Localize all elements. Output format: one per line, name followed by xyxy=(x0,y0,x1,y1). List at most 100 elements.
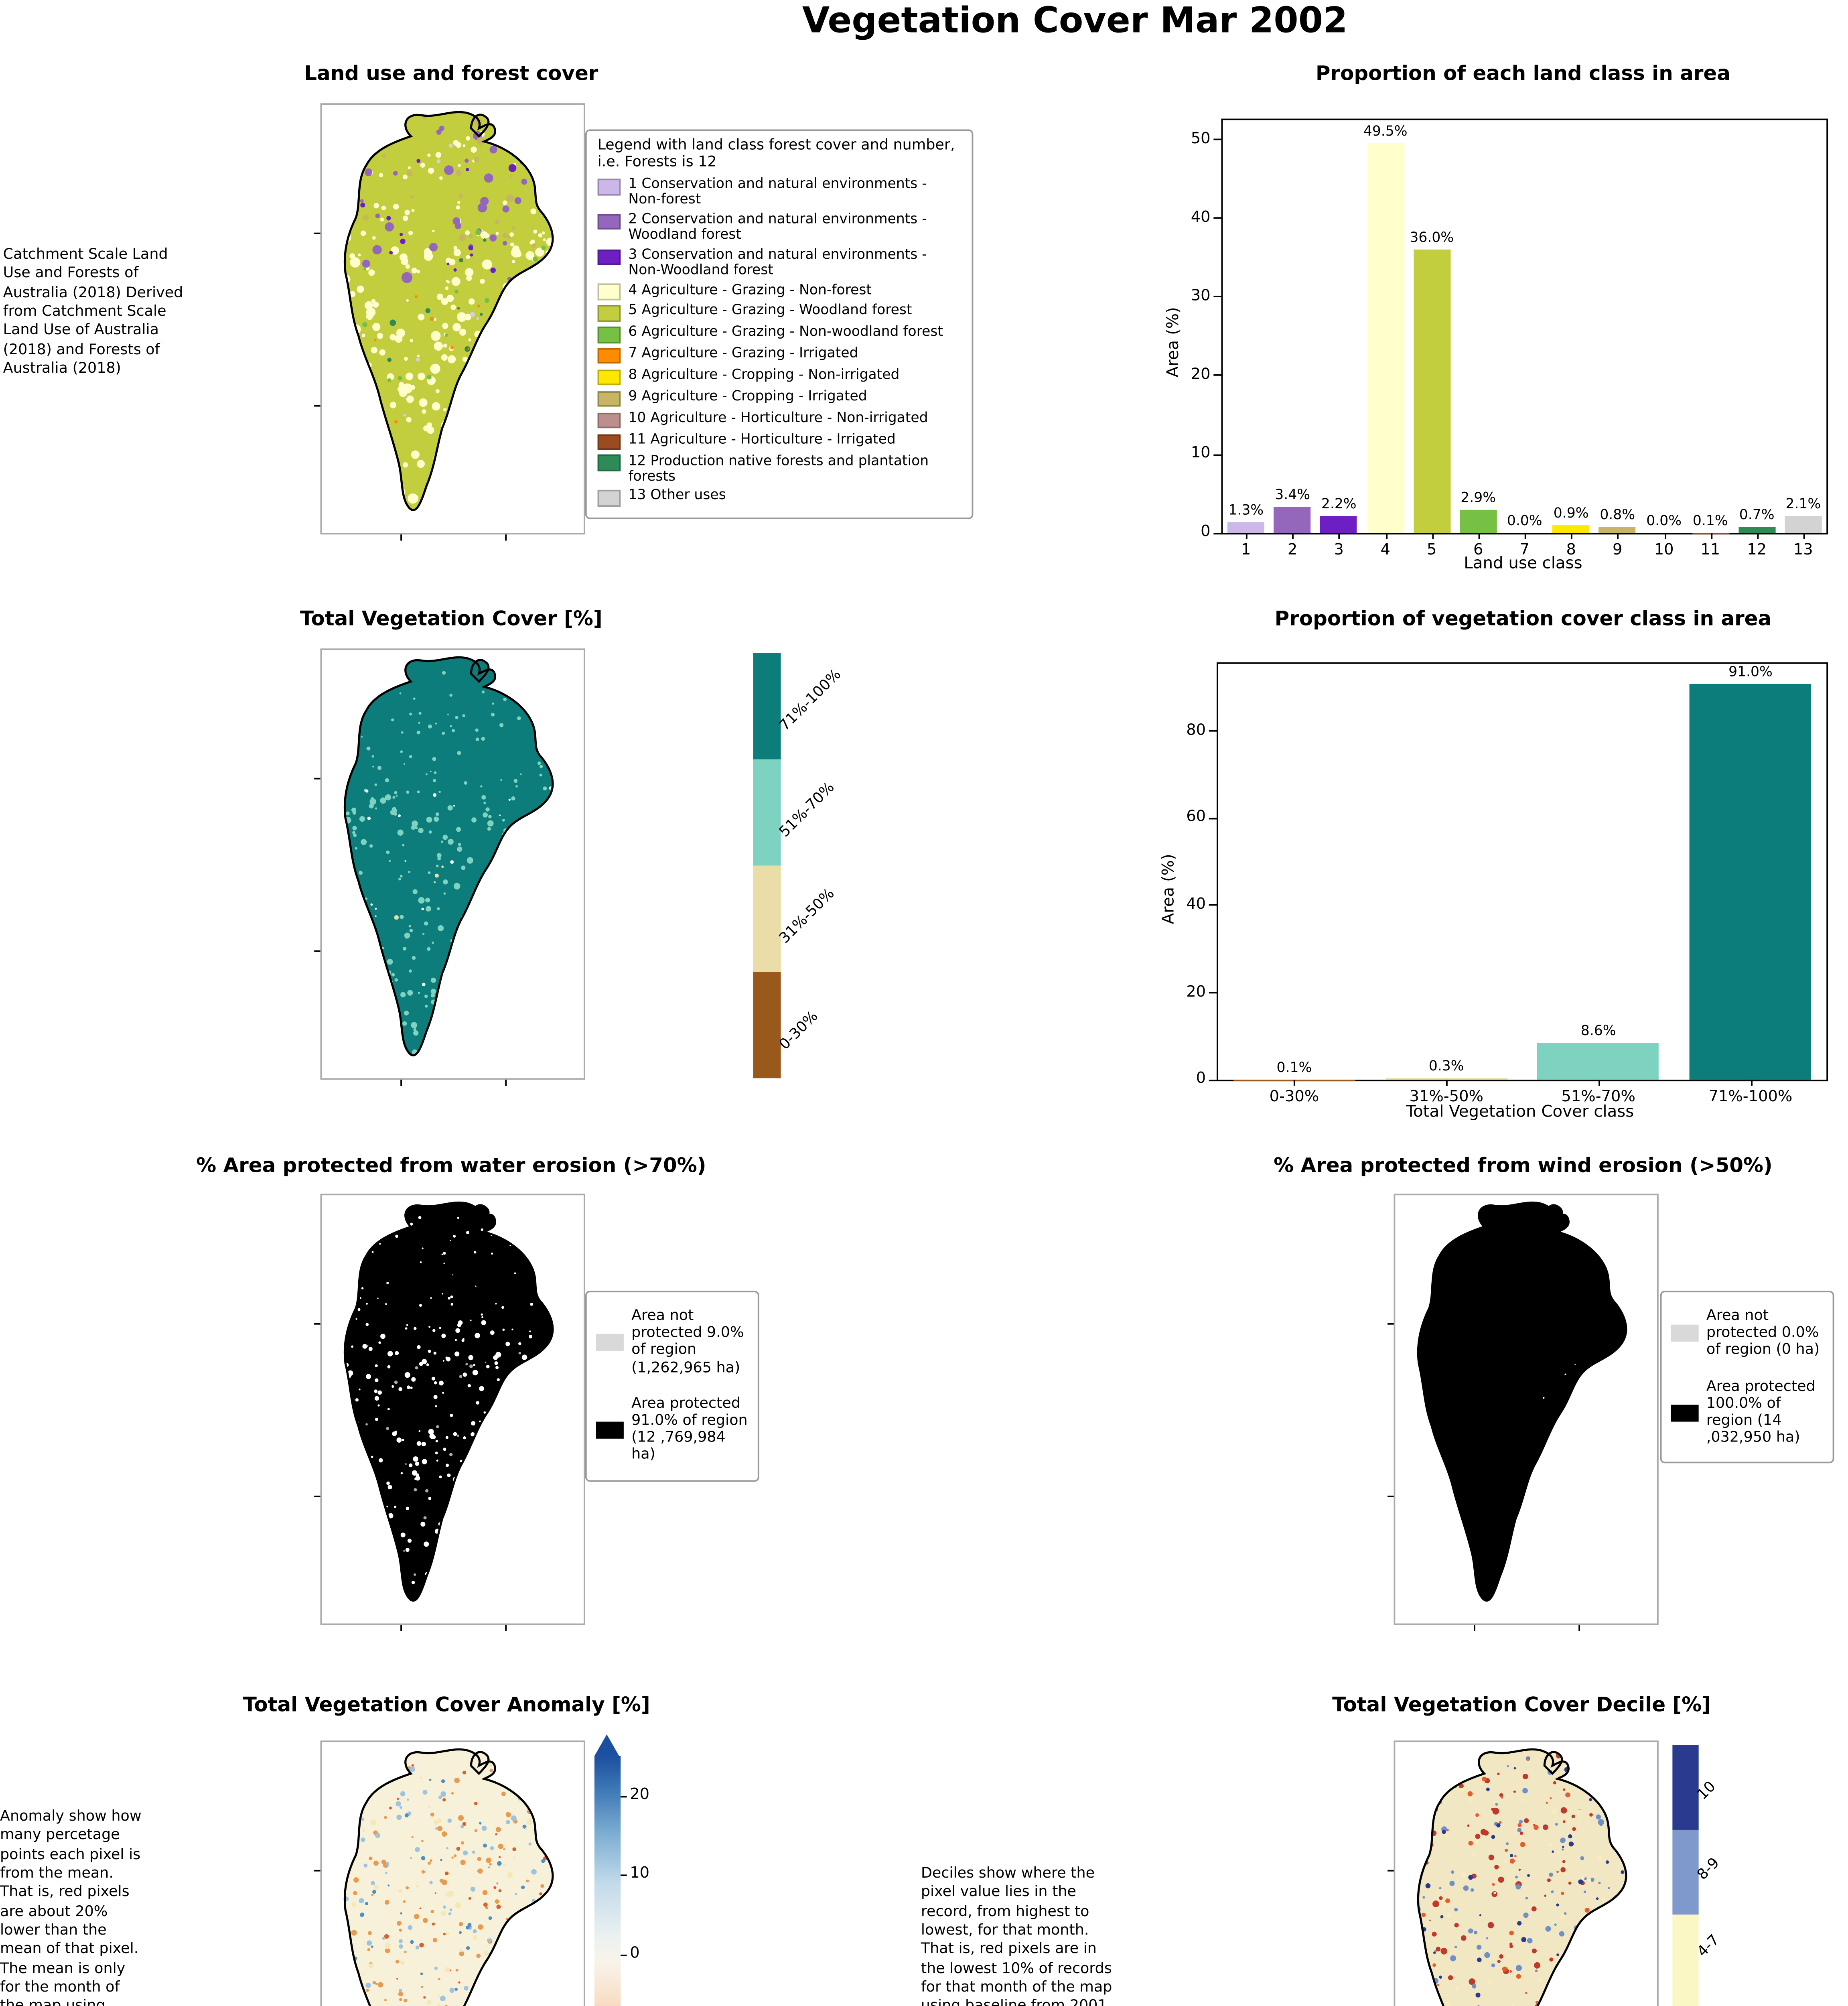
legend-label: 5 Agriculture - Grazing - Woodland fores… xyxy=(628,304,912,320)
axis-tick xyxy=(314,1324,321,1326)
x-tick xyxy=(1478,533,1480,539)
legend-swatch xyxy=(597,391,621,407)
x-tick xyxy=(1524,533,1526,539)
x-tick xyxy=(1446,1080,1448,1086)
bar xyxy=(1785,516,1822,533)
x-tick-label: 9 xyxy=(1613,542,1623,559)
bar-label: 8.6% xyxy=(1580,1023,1616,1040)
veg-cover-map-svg xyxy=(322,650,584,1078)
y-tick-label: 0 xyxy=(1196,1070,1206,1088)
x-tick xyxy=(1339,533,1341,539)
x-tick-label: 4 xyxy=(1380,542,1390,559)
legend-swatch xyxy=(597,249,621,265)
legend-item: 10 Agriculture - Horticulture - Non-irri… xyxy=(597,411,961,428)
y-tick-label: 0 xyxy=(1201,524,1211,541)
y-tick xyxy=(1213,453,1221,455)
x-tick xyxy=(1598,1080,1600,1086)
legend-label: 1 Conservation and natural environments … xyxy=(628,177,927,209)
bar xyxy=(1413,250,1450,533)
bar xyxy=(1459,510,1497,533)
x-tick xyxy=(1294,1080,1296,1086)
x-tick-label: 71%-100% xyxy=(1708,1089,1793,1106)
axis-tick xyxy=(505,1625,507,1631)
land-use-map-svg xyxy=(322,105,584,533)
colorbar-segment xyxy=(753,865,781,972)
bar-label: 91.0% xyxy=(1728,665,1773,680)
axis-tick xyxy=(314,778,321,780)
axis-tick xyxy=(314,1495,321,1497)
legend-swatch xyxy=(597,369,621,386)
bar-label: 0.7% xyxy=(1739,509,1775,524)
bar xyxy=(1320,516,1357,533)
colorbar-label: 31%-50% xyxy=(776,885,838,948)
x-tick-label: 10 xyxy=(1654,542,1674,559)
decile-title: Total Vegetation Cover Decile [%] xyxy=(1332,1694,1711,1718)
legend-swatch xyxy=(596,1421,624,1438)
legend-item: Area not protected 0.0% of region (0 ha) xyxy=(1671,1308,1824,1359)
bar-label: 2.2% xyxy=(1321,497,1357,513)
y-tick xyxy=(1209,992,1217,994)
legend-swatch xyxy=(597,179,621,195)
legend-label: Area not protected 0.0% of region (0 ha) xyxy=(1706,1308,1820,1359)
y-tick xyxy=(1209,905,1217,906)
legend-label: 2 Conservation and natural environments … xyxy=(628,212,927,244)
colorbar-segment xyxy=(753,972,781,1078)
y-tick-label: 80 xyxy=(1186,722,1206,739)
bar-label: 2.9% xyxy=(1461,491,1496,507)
legend-item: 7 Agriculture - Grazing - Irrigated xyxy=(597,347,961,364)
legend-label: 4 Agriculture - Grazing - Non-forest xyxy=(628,282,872,298)
y-tick-label: 20 xyxy=(1186,983,1206,1001)
legend-swatch xyxy=(597,213,621,230)
y-tick-label: 40 xyxy=(1186,896,1206,914)
legend-swatch xyxy=(597,327,621,343)
catchment-shape xyxy=(1418,1749,1626,2006)
decile-map xyxy=(1388,1740,1659,2006)
veg-cover-map xyxy=(314,648,585,1086)
catchment-shape xyxy=(345,1202,553,1601)
bar-label: 3.4% xyxy=(1275,487,1310,503)
bar xyxy=(1738,527,1775,533)
legend-swatch xyxy=(597,490,621,506)
water-erosion-map-svg xyxy=(322,1195,584,1623)
legend-item: 1 Conservation and natural environments … xyxy=(597,177,961,209)
x-tick xyxy=(1710,533,1712,539)
catchment-shape xyxy=(345,657,553,1056)
x-tick-label: 0-30% xyxy=(1269,1089,1319,1106)
land-use-legend: Legend with land class forest cover and … xyxy=(585,129,974,520)
axis-tick xyxy=(400,1625,402,1631)
axis-tick xyxy=(505,1080,507,1086)
bar-label: 0.0% xyxy=(1507,514,1542,530)
anomaly-map xyxy=(314,1740,585,2006)
axis-tick xyxy=(314,233,321,235)
x-tick xyxy=(1617,533,1619,539)
bar-label: 0.9% xyxy=(1553,507,1589,523)
axis-tick xyxy=(400,534,402,541)
legend-swatch xyxy=(596,1334,624,1351)
colorbar-tick xyxy=(621,1954,627,1956)
bar xyxy=(1274,506,1311,533)
x-tick-label: 51%-70% xyxy=(1561,1089,1635,1106)
land-use-source-note: Catchment Scale Land Use and Forests of … xyxy=(3,246,183,378)
legend-item: 5 Agriculture - Grazing - Woodland fores… xyxy=(597,304,961,322)
decile-map-svg xyxy=(1395,1742,1657,2006)
veg-class-chart-xlabel: Total Vegetation Cover class xyxy=(1406,1102,1634,1121)
bar-label: 0.0% xyxy=(1646,514,1682,530)
y-tick-label: 60 xyxy=(1186,809,1206,826)
land-use-map-title: Land use and forest cover xyxy=(304,63,598,86)
colorbar-tick-label: 0 xyxy=(630,1945,640,1963)
x-tick xyxy=(1750,1080,1752,1086)
bar-label: 1.3% xyxy=(1228,504,1264,520)
colorbar-tick-label: 10 xyxy=(630,1865,650,1882)
land-use-map xyxy=(314,103,585,541)
bar-label: 0.1% xyxy=(1692,514,1728,529)
axis-tick xyxy=(314,404,321,406)
bar-label: 49.5% xyxy=(1363,125,1408,141)
axis-tick xyxy=(505,534,507,541)
legend-item: 8 Agriculture - Cropping - Non-irrigated xyxy=(597,368,961,386)
bar xyxy=(1227,523,1265,533)
veg-class-chart-title: Proportion of vegetation cover class in … xyxy=(1274,608,1772,632)
wind-erosion-title: % Area protected from wind erosion (>50%… xyxy=(1274,1155,1773,1178)
x-tick-label: 8 xyxy=(1566,542,1576,559)
